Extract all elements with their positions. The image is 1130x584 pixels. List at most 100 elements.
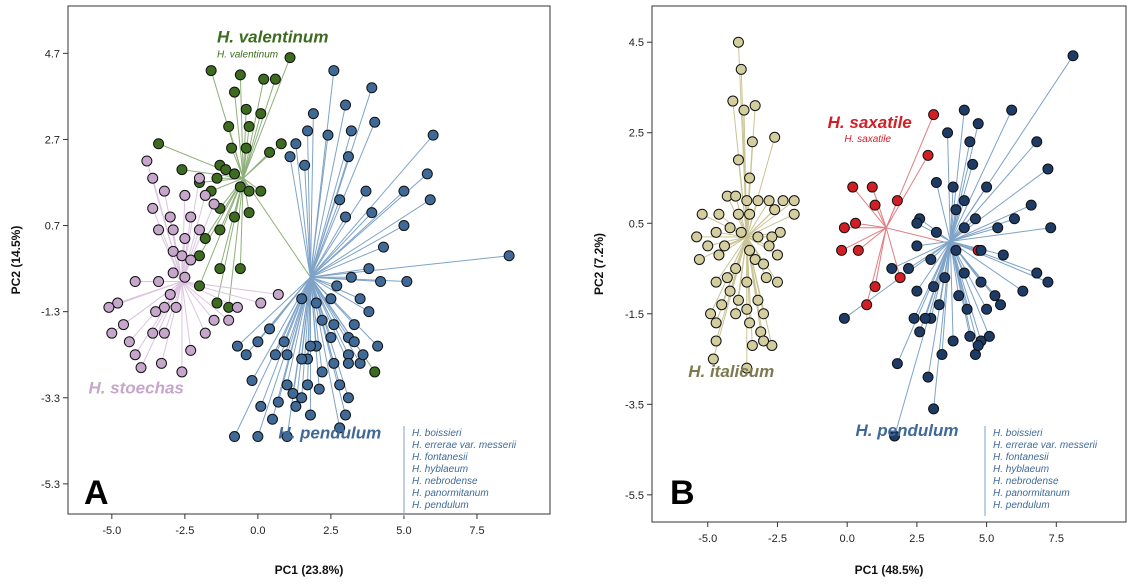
data-point xyxy=(1025,199,1037,211)
data-point xyxy=(255,297,267,309)
data-point xyxy=(1042,276,1054,288)
data-point xyxy=(153,224,165,236)
data-point xyxy=(724,222,736,234)
data-point xyxy=(930,226,942,238)
spider-line xyxy=(718,236,748,256)
data-point xyxy=(421,168,433,180)
spider-line xyxy=(896,241,951,364)
data-point xyxy=(925,253,937,265)
spider-line xyxy=(307,130,311,278)
data-point xyxy=(164,288,176,300)
spider-line xyxy=(746,200,795,238)
data-point xyxy=(911,217,923,229)
panel-letter-a: A xyxy=(84,474,109,512)
y-tick-label: 4.5 xyxy=(629,37,644,49)
spider-line xyxy=(309,135,329,278)
x-tick-label: 2.5 xyxy=(323,525,338,537)
data-point xyxy=(147,172,159,184)
data-point xyxy=(328,319,340,331)
data-point xyxy=(727,95,739,107)
data-point xyxy=(847,181,859,193)
points-a xyxy=(103,52,515,443)
data-point xyxy=(930,177,942,189)
spider-line xyxy=(949,241,982,342)
spider-line xyxy=(210,177,244,192)
data-point xyxy=(995,299,1007,311)
data-point xyxy=(223,314,235,326)
data-point xyxy=(730,263,742,275)
data-point xyxy=(744,208,756,220)
data-point xyxy=(345,271,357,283)
data-point xyxy=(922,371,934,383)
spider-line xyxy=(310,212,373,278)
spider-line xyxy=(310,276,370,313)
data-point xyxy=(735,226,747,238)
y-tick-label: 4.7 xyxy=(45,48,60,60)
data-point xyxy=(255,400,267,412)
spider-line xyxy=(309,156,349,278)
x-tick-label: 0.0 xyxy=(840,533,855,545)
data-point xyxy=(427,129,439,141)
data-point xyxy=(696,208,708,220)
data-point xyxy=(922,149,934,161)
panel-letter-b: B xyxy=(670,474,695,512)
data-point xyxy=(342,151,354,163)
legend-item: H. fontanesii xyxy=(412,452,468,463)
data-point xyxy=(243,121,255,133)
legend-item: H. boissieri xyxy=(412,428,462,439)
spider-line xyxy=(949,200,965,242)
data-point xyxy=(744,244,756,256)
spider-line xyxy=(950,240,1024,292)
legend-item: H. pendulum xyxy=(412,500,469,511)
spider-line xyxy=(309,277,332,338)
spider-line xyxy=(746,236,778,256)
data-point xyxy=(153,276,165,288)
spider-line xyxy=(310,276,381,283)
spider-lines-a xyxy=(108,57,510,437)
x-tick-label: -2.5 xyxy=(768,533,787,545)
spider-line xyxy=(858,227,887,251)
data-point xyxy=(752,294,764,306)
data-point xyxy=(325,331,337,343)
data-point xyxy=(732,294,744,306)
legend-item: H. nebrodense xyxy=(412,476,478,487)
data-point xyxy=(153,138,165,150)
data-point xyxy=(398,220,410,232)
spider-line xyxy=(950,227,1051,242)
data-point xyxy=(354,293,366,305)
data-point xyxy=(278,336,290,348)
data-point xyxy=(710,276,722,288)
data-point xyxy=(372,340,384,352)
data-point xyxy=(838,312,850,324)
data-point xyxy=(313,383,325,395)
data-point xyxy=(334,194,346,206)
data-point xyxy=(342,357,354,369)
y-tick-label: -5.5 xyxy=(625,490,644,502)
data-point xyxy=(939,272,951,284)
spider-line xyxy=(949,241,979,346)
data-point xyxy=(398,185,410,197)
data-point xyxy=(275,138,287,150)
data-point xyxy=(214,263,226,275)
data-point xyxy=(716,299,728,311)
data-point xyxy=(199,232,211,244)
data-point xyxy=(302,125,314,137)
data-point xyxy=(220,164,232,176)
data-point xyxy=(158,301,170,313)
data-point xyxy=(744,317,756,329)
data-point xyxy=(1017,285,1029,297)
axes-b: -5.0 -2.5 0.0 2.5 5.0 7.5 4.5 2.5 0.5 -1.5 -3.5 -5.… xyxy=(625,37,1064,545)
data-point xyxy=(255,185,267,197)
spider-line xyxy=(228,126,244,179)
spider-line xyxy=(304,165,311,278)
data-point xyxy=(252,431,264,443)
data-point xyxy=(760,272,772,284)
data-point xyxy=(891,358,903,370)
data-point xyxy=(185,344,197,356)
data-point xyxy=(886,263,898,275)
data-point xyxy=(214,224,226,236)
spider-line xyxy=(310,190,405,278)
data-point xyxy=(721,272,733,284)
data-point xyxy=(231,301,243,313)
data-point xyxy=(340,409,352,421)
